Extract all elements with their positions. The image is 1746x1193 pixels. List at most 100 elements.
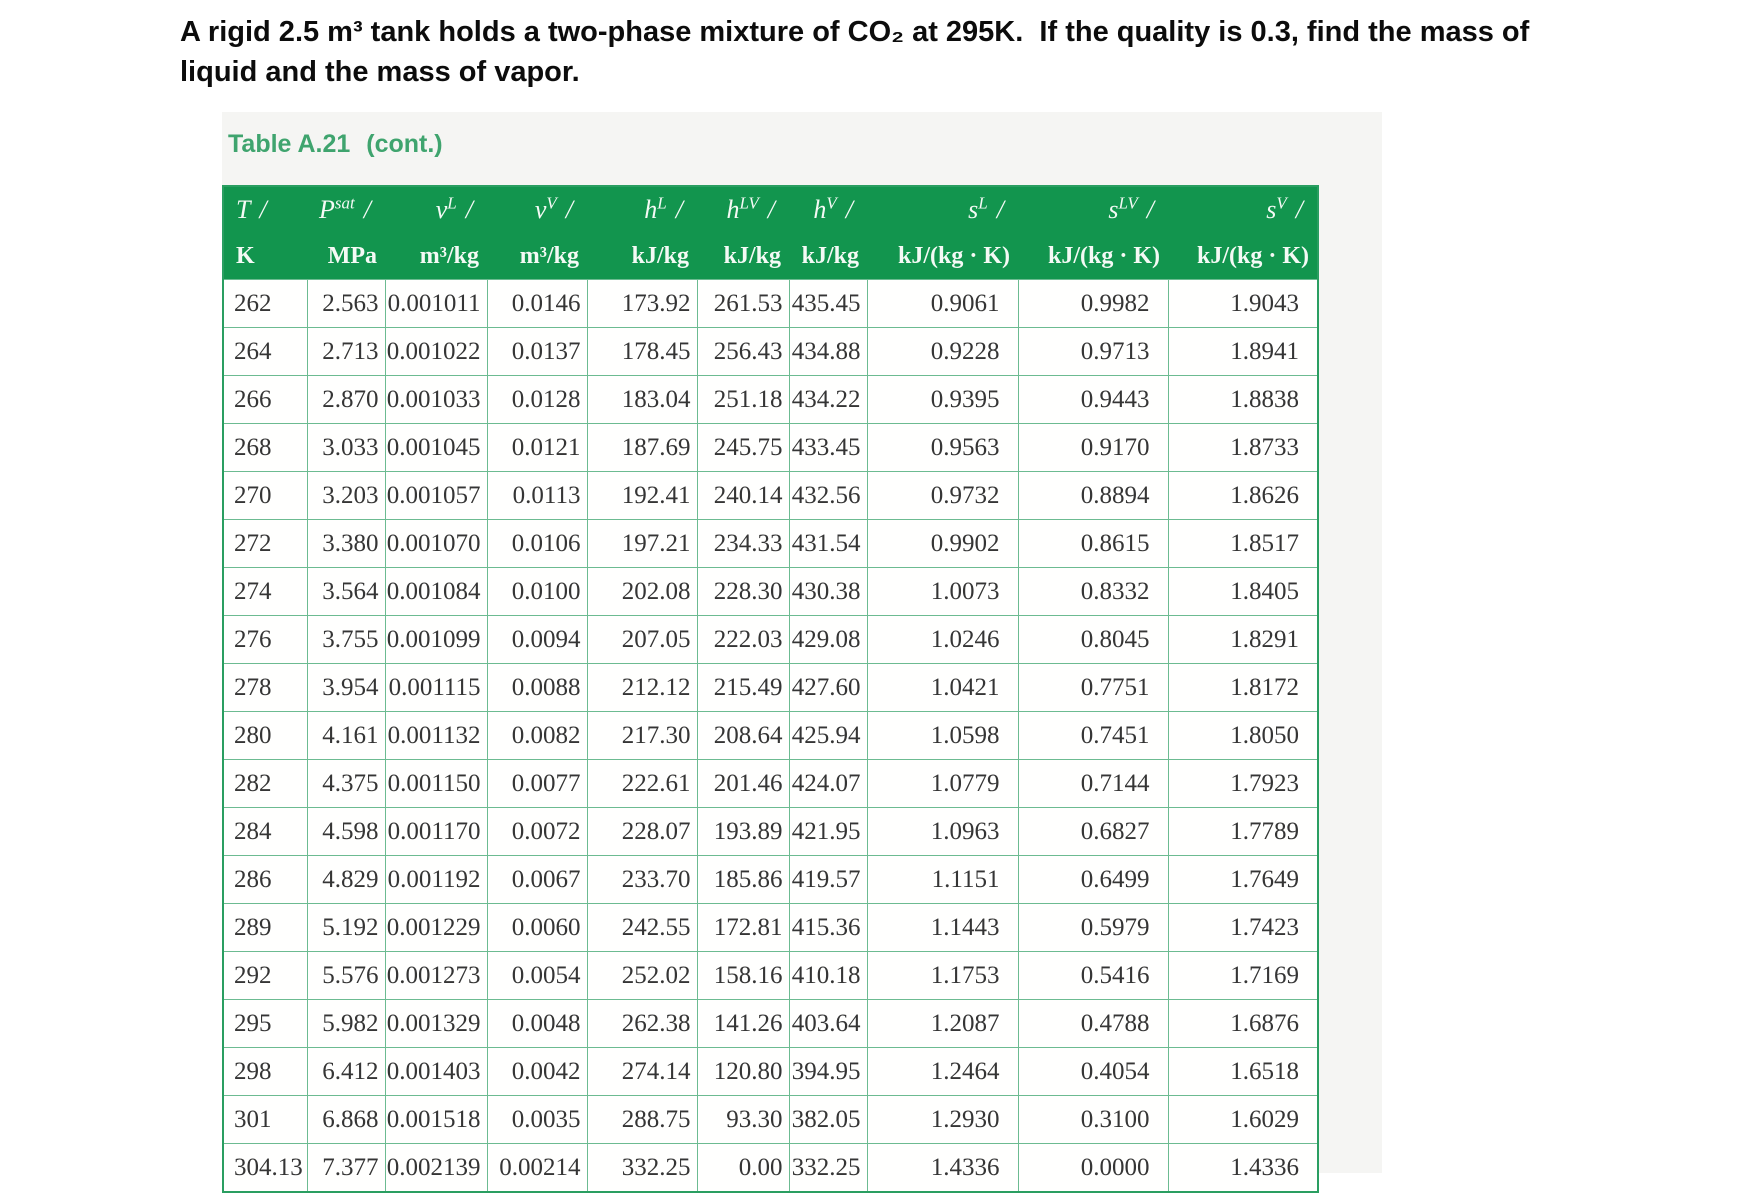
table-cell: 0.6827 (1017, 807, 1169, 856)
table-cell: 419.57 (788, 855, 868, 904)
table-cell: 1.8405 (1167, 567, 1319, 616)
table-cell: 415.36 (788, 903, 868, 952)
table-cell: 262 (222, 279, 308, 328)
table-cell: 1.8626 (1167, 471, 1319, 520)
table-cell: 222.61 (586, 759, 698, 808)
col-superscript: V (546, 193, 557, 213)
table-caption-cont: (cont.) (366, 130, 443, 158)
table-cell: 256.43 (696, 327, 790, 376)
table-cell: 394.95 (788, 1047, 868, 1096)
table-cell: 6.412 (306, 1047, 386, 1096)
table-cell: 3.380 (306, 519, 386, 568)
table-cell: 429.08 (788, 615, 868, 664)
table-cell: 2.713 (306, 327, 386, 376)
table-cell: 1.4336 (866, 1143, 1019, 1193)
table-cell: 425.94 (788, 711, 868, 760)
col-unit-kJkg-hV: kJ/kg (789, 233, 867, 280)
table-cell: 4.829 (306, 855, 386, 904)
table-cell: 0.001518 (384, 1095, 488, 1144)
table-cell: 1.7789 (1167, 807, 1319, 856)
table-cell: 0.0121 (486, 423, 588, 472)
table-cell: 4.161 (306, 711, 386, 760)
table-cell: 0.001192 (384, 855, 488, 904)
table-row: 272 3.380 0.001070 0.0106 197.21 234.33 431.54… (222, 519, 1319, 568)
table-cell: 1.6518 (1167, 1047, 1319, 1096)
table-cell: 1.8733 (1167, 423, 1319, 472)
table-cell: 433.45 (788, 423, 868, 472)
slash: / (259, 195, 267, 224)
table-cell: 0.9563 (866, 423, 1019, 472)
table-cell: 1.7423 (1167, 903, 1319, 952)
table-cell: 1.7169 (1167, 951, 1319, 1000)
table-cell: 5.576 (306, 951, 386, 1000)
slash: / (1146, 195, 1154, 224)
table-cell: 276 (222, 615, 308, 664)
col-symbol: v (435, 195, 448, 224)
col-symbol: T (236, 195, 251, 224)
table-cell: 284 (222, 807, 308, 856)
table-cell: 270 (222, 471, 308, 520)
table-cell: 0.0094 (486, 615, 588, 664)
table-row: 282 4.375 0.001150 0.0077 222.61 201.46 424.07… (222, 759, 1319, 808)
col-header-T: T / (223, 186, 307, 233)
problem-statement: A rigid 2.5 m³ tank holds a two-phase mi… (180, 12, 1650, 92)
table-cell: 0.0042 (486, 1047, 588, 1096)
saturation-table: T / Psat / vL / vV / hL / hLV / hV / sL / sLV / s… (222, 185, 1319, 1193)
table-cell: 0.00 (696, 1143, 790, 1193)
table-cell: 5.192 (306, 903, 386, 952)
col-superscript: L (447, 193, 457, 213)
table-cell: 0.0137 (486, 327, 588, 376)
slash: / (363, 195, 371, 224)
col-unit-kJkg-hL: kJ/kg (587, 233, 697, 280)
table-cell: 3.564 (306, 567, 386, 616)
col-unit-K: K (223, 233, 307, 280)
table-cell: 0.0113 (486, 471, 588, 520)
table-cell: 1.0246 (866, 615, 1019, 664)
table-cell: 0.0100 (486, 567, 588, 616)
table-row: 298 6.412 0.001403 0.0042 274.14 120.80 394.95… (222, 1047, 1319, 1096)
table-cell: 292 (222, 951, 308, 1000)
table-cell: 0.001273 (384, 951, 488, 1000)
table-cell: 251.18 (696, 375, 790, 424)
table-cell: 252.02 (586, 951, 698, 1000)
table-cell: 0.001099 (384, 615, 488, 664)
col-header-sLV: sLV / (1018, 186, 1168, 233)
symbol-header-row: T / Psat / vL / vV / hL / hLV / hV / sL / sLV / s… (223, 186, 1318, 233)
table-cell: 240.14 (696, 471, 790, 520)
table-cell: 0.8894 (1017, 471, 1169, 520)
table-cell: 0.001057 (384, 471, 488, 520)
table-scan-area: Table A.21 (cont.) T / Psat / vL / vV / hL / h… (222, 112, 1382, 1193)
table-cell: 222.03 (696, 615, 790, 664)
table-cell: 4.598 (306, 807, 386, 856)
col-header-vL: vL / (385, 186, 487, 233)
table-row: 292 5.576 0.001273 0.0054 252.02 158.16 410.18… (222, 951, 1319, 1000)
col-symbol: h (813, 195, 827, 224)
table-cell: 2.563 (306, 279, 386, 328)
col-header-sV: sV / (1168, 186, 1318, 233)
table-cell: 0.9443 (1017, 375, 1169, 424)
col-symbol: v (534, 195, 547, 224)
table-cell: 0.0054 (486, 951, 588, 1000)
table-cell: 0.3100 (1017, 1095, 1169, 1144)
table-row: 276 3.755 0.001099 0.0094 207.05 222.03 429.08… (222, 615, 1319, 664)
table-cell: 234.33 (696, 519, 790, 568)
table-cell: 208.64 (696, 711, 790, 760)
col-symbol: s (968, 195, 979, 224)
table-cell: 0.001170 (384, 807, 488, 856)
table-cell: 228.30 (696, 567, 790, 616)
problem-line-1: A rigid 2.5 m³ tank holds a two-phase mi… (180, 16, 1530, 48)
table-cell: 410.18 (788, 951, 868, 1000)
table-cell: 301 (222, 1095, 308, 1144)
table-cell: 0.9982 (1017, 279, 1169, 328)
table-cell: 3.203 (306, 471, 386, 520)
col-unit-m3kg-L: m³/kg (385, 233, 487, 280)
table-cell: 2.870 (306, 375, 386, 424)
table-cell: 245.75 (696, 423, 790, 472)
table-cell: 1.0421 (866, 663, 1019, 712)
table-cell: 264 (222, 327, 308, 376)
table-row: 280 4.161 0.001132 0.0082 217.30 208.64 425.94… (222, 711, 1319, 760)
table-cell: 278 (222, 663, 308, 712)
table-cell: 1.7923 (1167, 759, 1319, 808)
table-cell: 1.8838 (1167, 375, 1319, 424)
table-cell: 158.16 (696, 951, 790, 1000)
